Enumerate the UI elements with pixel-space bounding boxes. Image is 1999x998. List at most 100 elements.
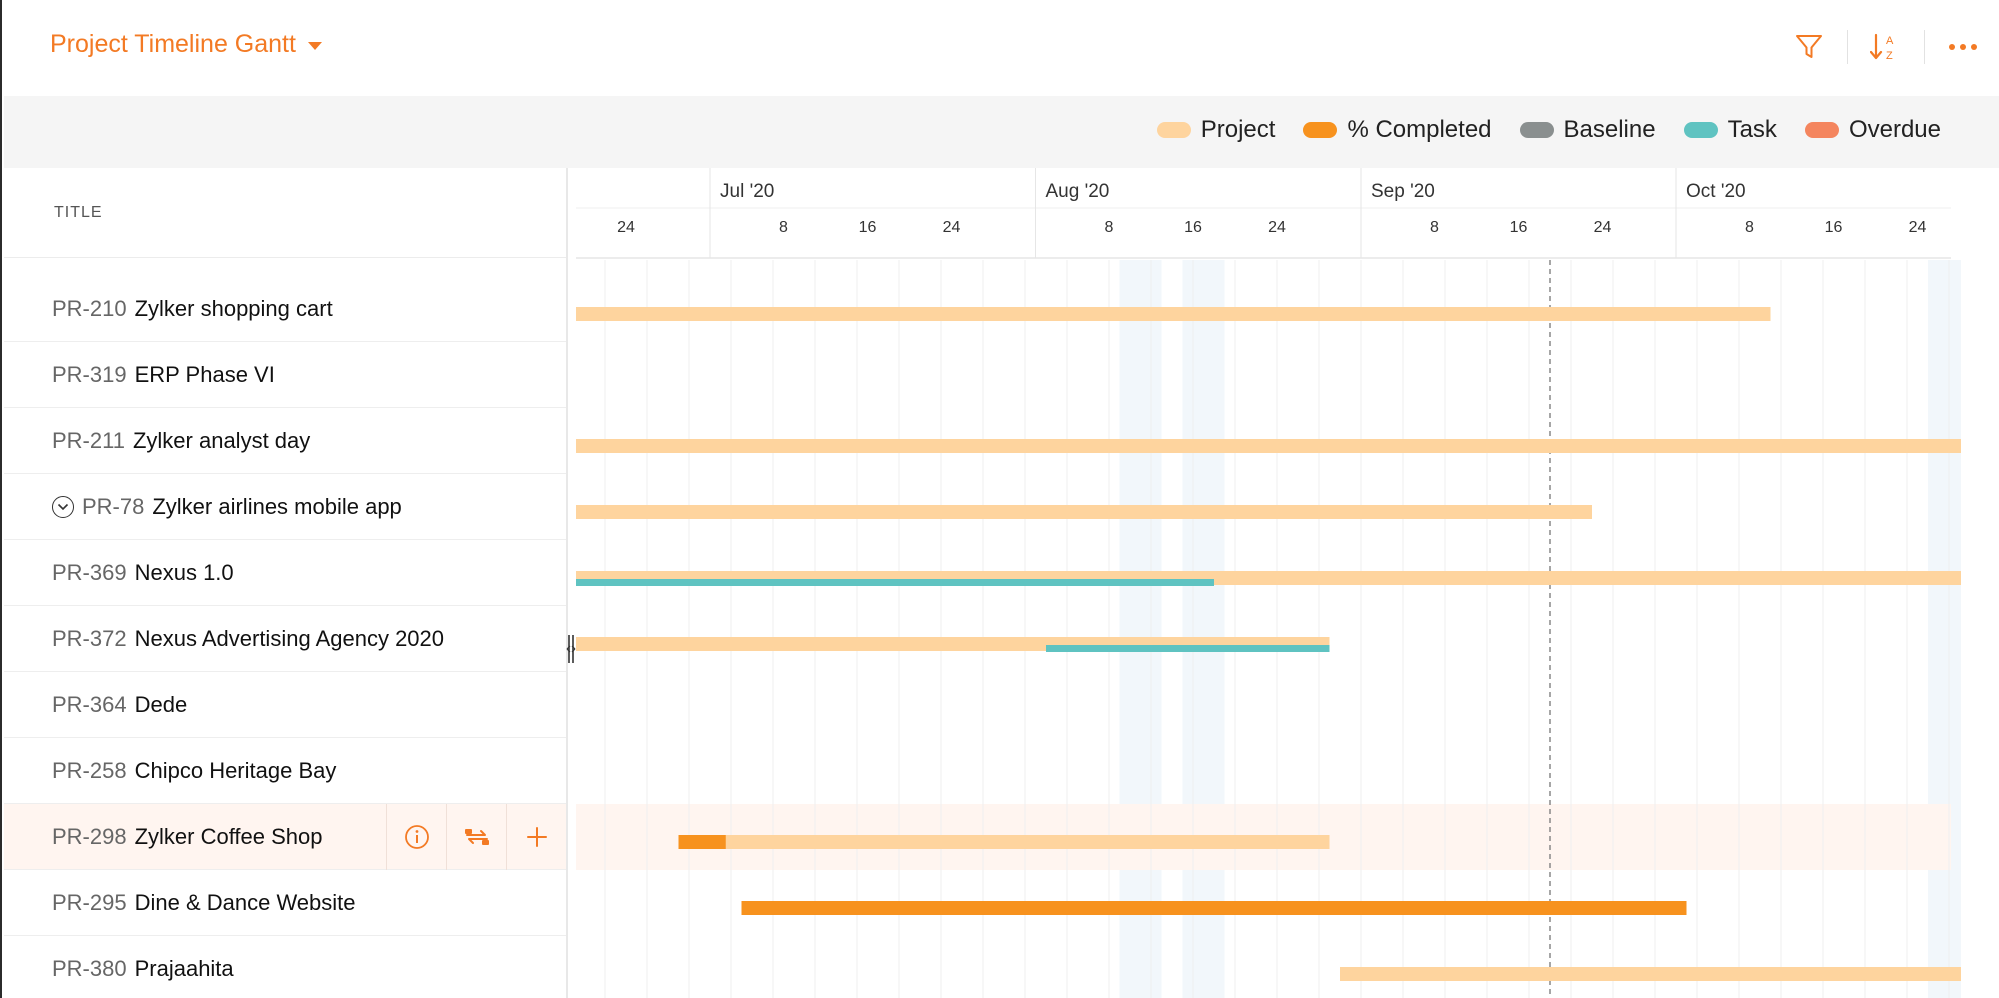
project-row[interactable]: PR-258 Chipco Heritage Bay bbox=[4, 738, 566, 804]
filter-button[interactable] bbox=[1771, 22, 1847, 72]
project-name[interactable]: Dede bbox=[134, 691, 188, 717]
legend-item-baseline: Baseline bbox=[1519, 116, 1656, 144]
legend-band: Project % Completed Baseline Task Overdu… bbox=[4, 96, 1999, 168]
view-selector[interactable]: Project Timeline Gantt bbox=[50, 30, 322, 59]
project-code: PR-369 bbox=[52, 559, 127, 585]
project-row[interactable]: PR-319 ERP Phase VI bbox=[4, 342, 566, 408]
project-row[interactable]: PR-78 Zylker airlines mobile app bbox=[4, 474, 566, 540]
add-icon bbox=[526, 827, 547, 847]
legend-label: Project bbox=[1200, 116, 1276, 143]
day-tick-label: 24 bbox=[943, 219, 961, 236]
project-row[interactable]: PR-369 Nexus 1.0 bbox=[4, 540, 566, 606]
day-tick-label: 16 bbox=[859, 219, 877, 236]
day-tick-label: 16 bbox=[1825, 219, 1843, 236]
project-bar bbox=[1340, 967, 1961, 981]
completed-bar bbox=[678, 835, 726, 849]
project-row-hovered[interactable]: PR-298 Zylker Coffee Shop bbox=[4, 804, 566, 870]
day-tick-label: 24 bbox=[1268, 219, 1286, 236]
legend-label: Baseline bbox=[1563, 116, 1656, 143]
project-bar bbox=[576, 307, 1771, 321]
task-bar bbox=[1046, 645, 1330, 652]
project-code: PR-380 bbox=[52, 955, 127, 981]
column-resize-handle[interactable] bbox=[566, 633, 576, 665]
legend-swatch bbox=[1683, 122, 1718, 138]
project-bar bbox=[678, 835, 1330, 849]
project-row[interactable]: PR-211 Zylker analyst day bbox=[4, 408, 566, 474]
project-code: PR-372 bbox=[52, 625, 127, 651]
project-name[interactable]: Zylker airlines mobile app bbox=[152, 493, 402, 519]
month-label: Jul '20 bbox=[720, 181, 774, 202]
project-row[interactable]: PR-295 Dine & Dance Website bbox=[4, 870, 566, 936]
more-button[interactable] bbox=[1925, 22, 1999, 72]
month-label: Aug '20 bbox=[1046, 181, 1110, 202]
sort-az-icon: A Z bbox=[1870, 33, 1894, 62]
toolbar-divider bbox=[1924, 30, 1925, 64]
project-row[interactable]: PR-210 Zylker shopping cart bbox=[4, 276, 566, 342]
more-icon bbox=[1949, 44, 1977, 50]
day-tick-label: 8 bbox=[1745, 219, 1754, 236]
filter-icon bbox=[1796, 35, 1822, 58]
project-name[interactable]: ERP Phase VI bbox=[134, 361, 275, 387]
project-name[interactable]: Nexus 1.0 bbox=[134, 559, 234, 585]
toolbar: A Z bbox=[1771, 22, 1999, 72]
project-code: PR-364 bbox=[52, 691, 127, 717]
chevron-down-icon bbox=[307, 42, 322, 50]
legend: Project % Completed Baseline Task Overdu… bbox=[1156, 116, 1941, 144]
project-code: PR-319 bbox=[52, 361, 127, 387]
sort-letter-a: A bbox=[1886, 35, 1894, 47]
project-code: PR-258 bbox=[52, 757, 127, 783]
add-button[interactable] bbox=[506, 804, 566, 870]
row-actions bbox=[386, 804, 566, 870]
project-name[interactable]: Chipco Heritage Bay bbox=[134, 757, 337, 783]
project-name[interactable]: Nexus Advertising Agency 2020 bbox=[134, 625, 445, 651]
legend-label: Task bbox=[1727, 116, 1777, 143]
view-title: Project Timeline Gantt bbox=[50, 30, 296, 58]
legend-label: % Completed bbox=[1347, 116, 1492, 143]
timeline-header bbox=[576, 168, 1951, 258]
project-name[interactable]: Zylker Coffee Shop bbox=[134, 823, 323, 849]
sort-button[interactable]: A Z bbox=[1848, 22, 1924, 72]
info-icon bbox=[404, 825, 429, 849]
task-bar bbox=[576, 579, 1214, 586]
legend-swatch bbox=[1804, 122, 1839, 138]
completed-bar bbox=[741, 901, 1687, 915]
weekend-shade bbox=[1182, 260, 1225, 998]
day-tick-label: 8 bbox=[779, 219, 788, 236]
weekend-shade bbox=[1119, 260, 1162, 998]
view-header: Project Timeline Gantt A Z bbox=[4, 0, 1999, 96]
day-tick-label: 24 bbox=[617, 219, 635, 236]
project-row[interactable]: PR-380 Prajaahita bbox=[4, 936, 566, 998]
weekend-shade bbox=[1928, 260, 1961, 998]
project-list: TITLE PR-210 Zylker shopping cart PR-319… bbox=[4, 168, 568, 998]
info-button[interactable] bbox=[386, 804, 446, 870]
day-tick-label: 16 bbox=[1184, 219, 1202, 236]
project-code: PR-210 bbox=[52, 295, 127, 321]
swap-button[interactable] bbox=[446, 804, 506, 870]
day-tick-label: 24 bbox=[1909, 219, 1927, 236]
project-name[interactable]: Zylker shopping cart bbox=[134, 295, 333, 321]
project-name[interactable]: Prajaahita bbox=[134, 955, 234, 981]
legend-item-completed: % Completed bbox=[1303, 116, 1492, 144]
title-column-label: TITLE bbox=[54, 204, 103, 221]
swap-icon bbox=[464, 829, 489, 845]
day-tick-label: 8 bbox=[1430, 219, 1439, 236]
project-code: PR-298 bbox=[52, 823, 127, 849]
month-label: Sep '20 bbox=[1371, 181, 1435, 202]
month-label: Oct '20 bbox=[1686, 181, 1746, 202]
legend-item-overdue: Overdue bbox=[1804, 116, 1941, 144]
project-name[interactable]: Dine & Dance Website bbox=[134, 889, 356, 915]
legend-swatch bbox=[1156, 122, 1191, 138]
project-name[interactable]: Zylker analyst day bbox=[132, 427, 311, 453]
project-code: PR-78 bbox=[82, 493, 145, 519]
day-tick-label: 16 bbox=[1510, 219, 1528, 236]
sort-letter-z: Z bbox=[1886, 50, 1893, 62]
project-bar bbox=[576, 439, 1961, 453]
project-row[interactable]: PR-364 Dede bbox=[4, 672, 566, 738]
project-row[interactable]: PR-372 Nexus Advertising Agency 2020 bbox=[4, 606, 566, 672]
toolbar-divider bbox=[1847, 30, 1848, 64]
legend-item-task: Task bbox=[1683, 116, 1777, 144]
column-header: TITLE bbox=[4, 168, 566, 258]
expand-chevron-icon[interactable] bbox=[52, 495, 74, 518]
